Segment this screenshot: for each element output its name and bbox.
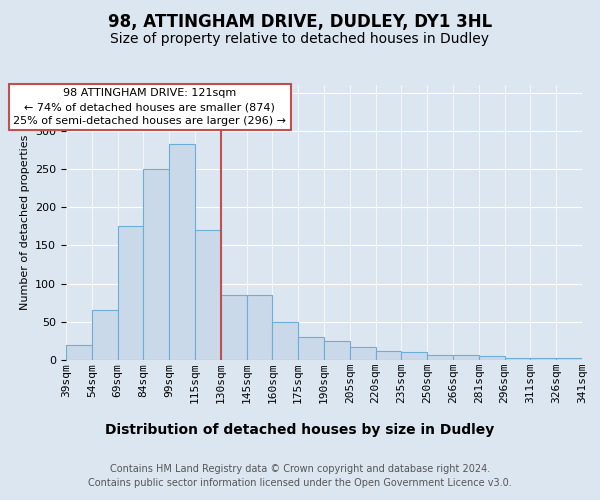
Bar [453, 354, 479, 360]
Text: 98, ATTINGHAM DRIVE, DUDLEY, DY1 3HL: 98, ATTINGHAM DRIVE, DUDLEY, DY1 3HL [108, 12, 492, 30]
Bar [118, 226, 143, 360]
Text: 98 ATTINGHAM DRIVE: 121sqm
← 74% of detached houses are smaller (874)
25% of sem: 98 ATTINGHAM DRIVE: 121sqm ← 74% of deta… [13, 88, 286, 126]
Bar [324, 341, 350, 360]
Bar [143, 169, 169, 360]
Bar [66, 344, 92, 360]
Bar [92, 310, 118, 360]
Bar [530, 358, 556, 360]
Bar [221, 295, 247, 360]
Text: Contains HM Land Registry data © Crown copyright and database right 2024.
Contai: Contains HM Land Registry data © Crown c… [88, 464, 512, 487]
Bar [427, 354, 453, 360]
Bar [247, 295, 272, 360]
Bar [556, 358, 582, 360]
Y-axis label: Number of detached properties: Number of detached properties [20, 135, 29, 310]
Text: Size of property relative to detached houses in Dudley: Size of property relative to detached ho… [110, 32, 490, 46]
Bar [479, 356, 505, 360]
Bar [505, 358, 530, 360]
Bar [272, 322, 298, 360]
Bar [169, 144, 195, 360]
Bar [195, 230, 221, 360]
Text: Distribution of detached houses by size in Dudley: Distribution of detached houses by size … [106, 423, 494, 437]
Bar [298, 337, 324, 360]
Bar [376, 351, 401, 360]
Bar [401, 352, 427, 360]
Bar [350, 347, 376, 360]
